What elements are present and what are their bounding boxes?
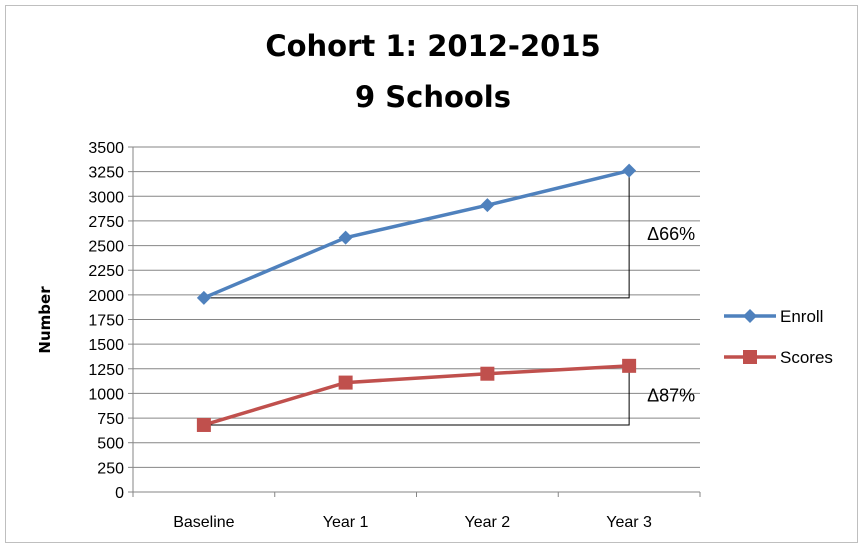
legend-label: Scores — [780, 348, 833, 367]
y-tick-labels: 0 250 500 750 1000 1250 1500 1750 2000 2250 2500 27… — [88, 140, 124, 502]
data-point-enroll — [480, 198, 495, 213]
x-tick-label: Year 2 — [465, 514, 511, 531]
chart-title-line-2: 9 Schools — [355, 80, 511, 114]
y-tick-label: 1750 — [88, 313, 124, 330]
x-tick-labels: Baseline Year 1 Year 2 Year 3 — [173, 514, 652, 531]
y-tick-label: 1000 — [88, 386, 124, 403]
change-annotation-label: Δ87% — [647, 385, 695, 405]
change-bracket — [203, 365, 630, 426]
x-tick-label: Year 1 — [323, 514, 369, 531]
legend-marker-diamond — [743, 309, 757, 323]
y-tick-label: 250 — [97, 460, 124, 477]
series-line-scores — [203, 364, 630, 427]
x-tick-label: Year 3 — [606, 514, 652, 531]
data-point-enroll — [338, 230, 353, 245]
change-annotation-label: Δ66% — [647, 224, 695, 244]
y-tick-label: 2500 — [88, 239, 124, 256]
gridlines — [128, 146, 700, 493]
series-lines — [196, 163, 637, 432]
y-tick-label: 2250 — [88, 263, 124, 280]
chart-title-line-1: Cohort 1: 2012-2015 — [265, 29, 600, 63]
data-point-scores — [338, 375, 353, 390]
data-point-scores — [196, 417, 211, 432]
data-point-scores — [480, 366, 495, 381]
y-tick-label: 1500 — [88, 337, 124, 354]
data-point-enroll — [196, 290, 211, 305]
x-tick-label: Baseline — [173, 514, 234, 531]
change-bracket — [203, 170, 630, 299]
y-tick-label: 0 — [115, 485, 124, 502]
y-tick-label: 3250 — [88, 165, 124, 182]
y-tick-label: 1250 — [88, 362, 124, 379]
legend-label: Enroll — [780, 307, 823, 326]
change-annotations: Δ66% Δ87% — [203, 170, 695, 426]
y-tick-label: 750 — [97, 411, 124, 428]
legend-marker-square — [743, 350, 757, 364]
y-tick-label: 2000 — [88, 288, 124, 305]
series-line-enroll — [203, 168, 630, 300]
y-tick-label: 500 — [97, 436, 124, 453]
chart-frame — [5, 5, 858, 543]
axes — [132, 147, 701, 497]
y-tick-label: 3000 — [88, 189, 124, 206]
legend: Enroll Scores — [724, 307, 833, 367]
y-tick-label: 2750 — [88, 214, 124, 231]
y-tick-label: 3500 — [88, 140, 124, 157]
y-axis-label: Number — [36, 286, 54, 354]
data-point-enroll — [622, 163, 637, 178]
data-point-scores — [622, 358, 637, 373]
